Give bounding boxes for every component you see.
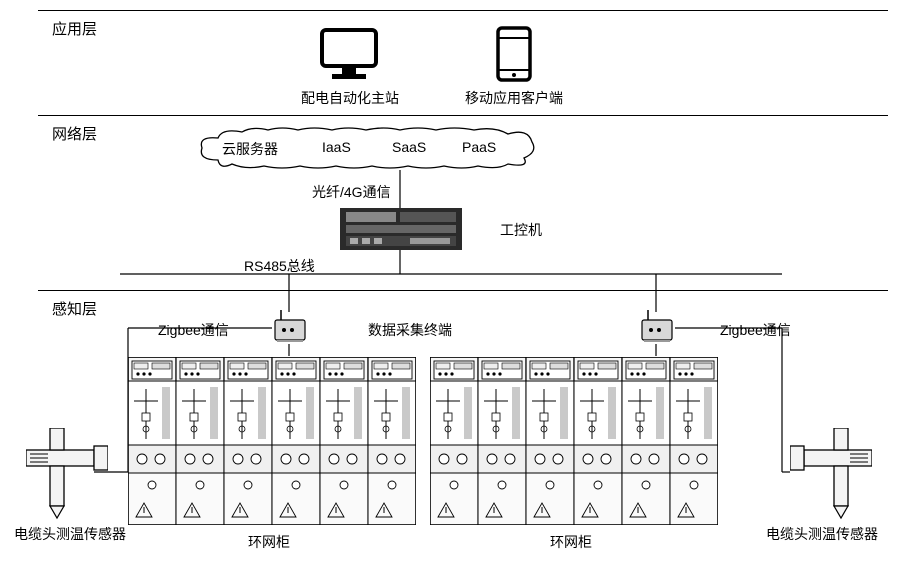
sensor-left-label: 电缆头测温传感器 (14, 524, 126, 544)
cabinet-right-label: 环网柜 (550, 532, 592, 552)
tconnector-left-icon (26, 428, 108, 520)
cabinet-left-label: 环网柜 (248, 532, 290, 552)
sensor-right-label: 电缆头测温传感器 (766, 524, 878, 544)
tconnector-right-icon (790, 428, 872, 520)
cabinet-bank-right (430, 357, 718, 525)
cabinet-bank-left (128, 357, 416, 525)
